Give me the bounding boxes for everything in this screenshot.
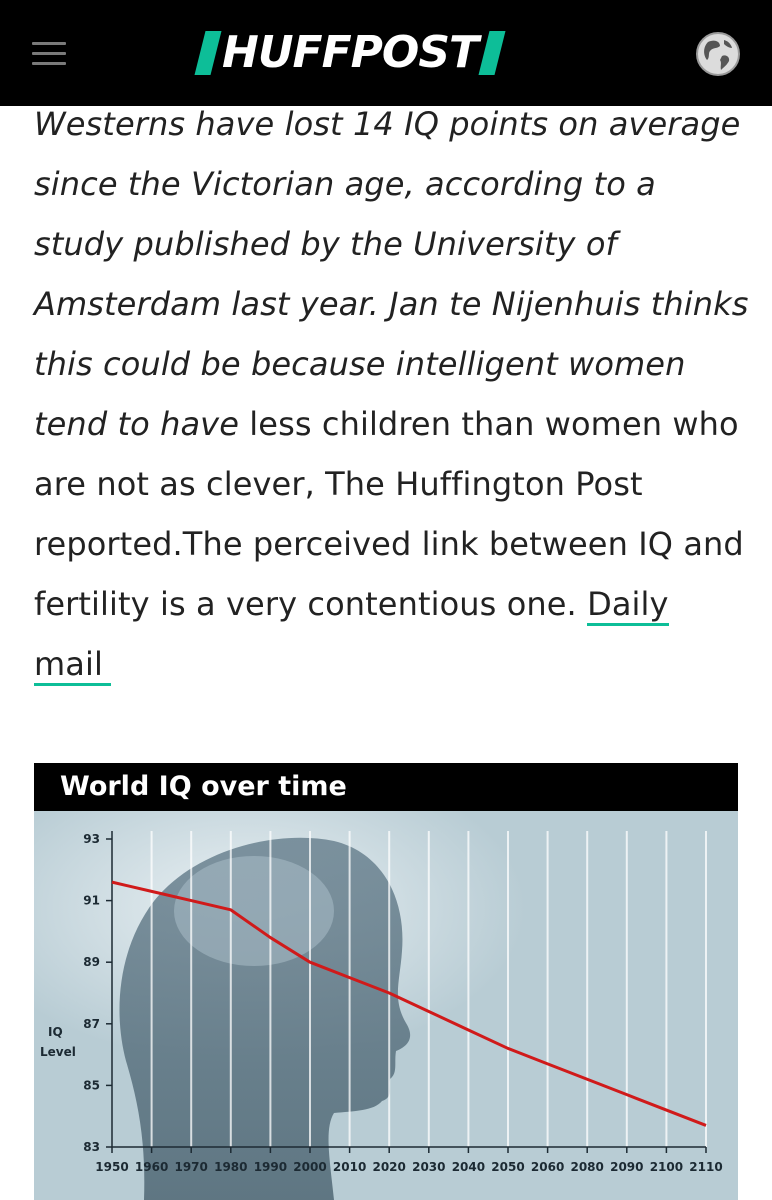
x-tick-label: 2050: [491, 1160, 524, 1174]
y-tick-label: 89: [83, 955, 100, 969]
chart-plot: 83 85 87 89 91 93 1950 1960 1970 1980 1990 2000 201…: [34, 811, 738, 1200]
y-axis-label-line1: IQ: [48, 1025, 63, 1039]
globe-icon[interactable]: [694, 30, 742, 78]
x-tick-label: 1980: [214, 1160, 247, 1174]
y-tick-label: 87: [83, 1017, 100, 1031]
x-tick-label: 2010: [333, 1160, 366, 1174]
x-tick-label: 2020: [372, 1160, 405, 1174]
x-tick-label: 2090: [610, 1160, 643, 1174]
x-tick-label: 2000: [293, 1160, 326, 1174]
x-tick-label: 2030: [412, 1160, 445, 1174]
article-text-italic: Westerns have lost 14 IQ points on avera…: [34, 105, 749, 443]
chart-title: World IQ over time: [60, 771, 347, 802]
y-tick-label: 91: [83, 894, 100, 908]
logo-right-bar: [478, 31, 506, 75]
top-navigation-bar: HUFFPOST: [0, 0, 772, 106]
y-axis: 83 85 87 89 91 93: [83, 831, 113, 1154]
huffpost-logo[interactable]: HUFFPOST: [194, 27, 506, 78]
daily-mail-link[interactable]: Daily mail: [34, 585, 669, 686]
chart-header: World IQ over time: [34, 763, 738, 811]
x-tick-label: 2080: [570, 1160, 603, 1174]
y-tick-label: 85: [83, 1078, 100, 1092]
chart-gridlines: [150, 831, 707, 1147]
hamburger-menu-icon[interactable]: [32, 40, 66, 68]
iq-chart: World IQ over time 83 85 87 89 91 93 1950 1960…: [34, 763, 738, 1200]
y-axis-label-line2: Level: [40, 1045, 76, 1059]
article-paragraph: Westerns have lost 14 IQ points on avera…: [34, 94, 754, 694]
logo-left-bar: [194, 31, 222, 75]
iq-series-line: [111, 880, 707, 1127]
x-tick-label: 2110: [689, 1160, 722, 1174]
article-text-regular: less children than women who are not as …: [34, 405, 744, 623]
logo-text: HUFFPOST: [222, 27, 479, 78]
x-tick-label: 1950: [95, 1160, 128, 1174]
iq-series: [111, 880, 707, 1127]
x-axis: 1950 1960 1970 1980 1990 2000 2010 2020 2030 2040…: [95, 1146, 723, 1174]
x-tick-label: 2040: [452, 1160, 485, 1174]
x-tick-label: 2060: [531, 1160, 564, 1174]
globe-continent-shape: [174, 856, 334, 966]
y-tick-label: 83: [83, 1140, 100, 1154]
y-tick-label: 93: [83, 832, 100, 846]
x-tick-label: 2100: [650, 1160, 683, 1174]
x-tick-label: 1970: [174, 1160, 207, 1174]
x-tick-label: 1990: [254, 1160, 287, 1174]
x-tick-label: 1960: [135, 1160, 168, 1174]
